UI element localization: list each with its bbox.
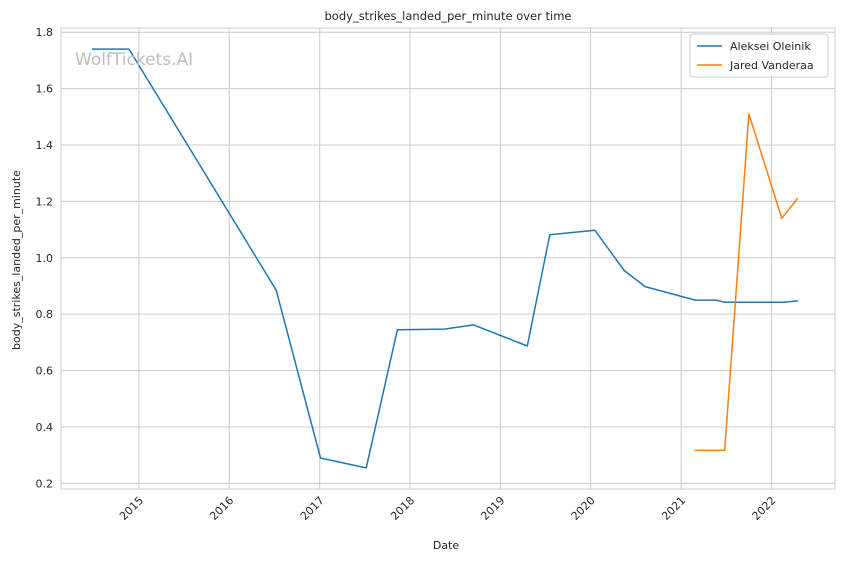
y-tick-labels: 0.2 0.4 0.6 0.8 1.0 1.2 1.4 1.6 1.8 bbox=[36, 26, 54, 490]
x-tick-label: 2021 bbox=[659, 494, 688, 523]
x-axis-title: Date bbox=[433, 539, 460, 552]
y-tick-label: 1.4 bbox=[36, 139, 54, 152]
grid-lines bbox=[61, 28, 835, 489]
x-tick-label: 2020 bbox=[569, 494, 598, 523]
y-tick-label: 0.2 bbox=[36, 477, 54, 490]
series-lines bbox=[91, 48, 799, 469]
legend: Aleksei Oleinik Jared Vanderaa bbox=[689, 33, 829, 78]
x-tick-label: 2022 bbox=[750, 494, 779, 523]
x-tick-label: 2019 bbox=[478, 494, 507, 523]
y-tick-label: 0.4 bbox=[36, 421, 54, 434]
legend-label-aleksei-oleinik: Aleksei Oleinik bbox=[730, 40, 811, 53]
y-axis-title: body_strikes_landed_per_minute bbox=[10, 170, 23, 350]
legend-box bbox=[689, 33, 829, 78]
x-tick-label: 2017 bbox=[298, 494, 327, 523]
y-tick-label: 1.0 bbox=[36, 252, 54, 265]
y-tick-label: 1.6 bbox=[36, 83, 54, 96]
series-line-aleksei-oleinik bbox=[91, 48, 799, 469]
x-tick-label: 2016 bbox=[207, 494, 236, 523]
series-line-jared-vanderaa bbox=[694, 113, 799, 452]
y-tick-label: 0.6 bbox=[36, 365, 54, 378]
x-tick-label: 2018 bbox=[388, 494, 417, 523]
y-tick-label: 1.8 bbox=[36, 26, 54, 39]
watermark: WolfTickets.AI bbox=[75, 50, 193, 70]
y-tick-label: 0.8 bbox=[36, 308, 54, 321]
x-tick-label: 2015 bbox=[117, 494, 146, 523]
x-tick-labels: 2015 2016 2017 2018 2019 2020 2021 2022 bbox=[117, 494, 778, 523]
y-tick-label: 1.2 bbox=[36, 195, 54, 208]
chart-title: body_strikes_landed_per_minute over time bbox=[325, 9, 572, 23]
plot-area bbox=[60, 27, 836, 490]
legend-label-jared-vanderaa: Jared Vanderaa bbox=[729, 59, 814, 72]
